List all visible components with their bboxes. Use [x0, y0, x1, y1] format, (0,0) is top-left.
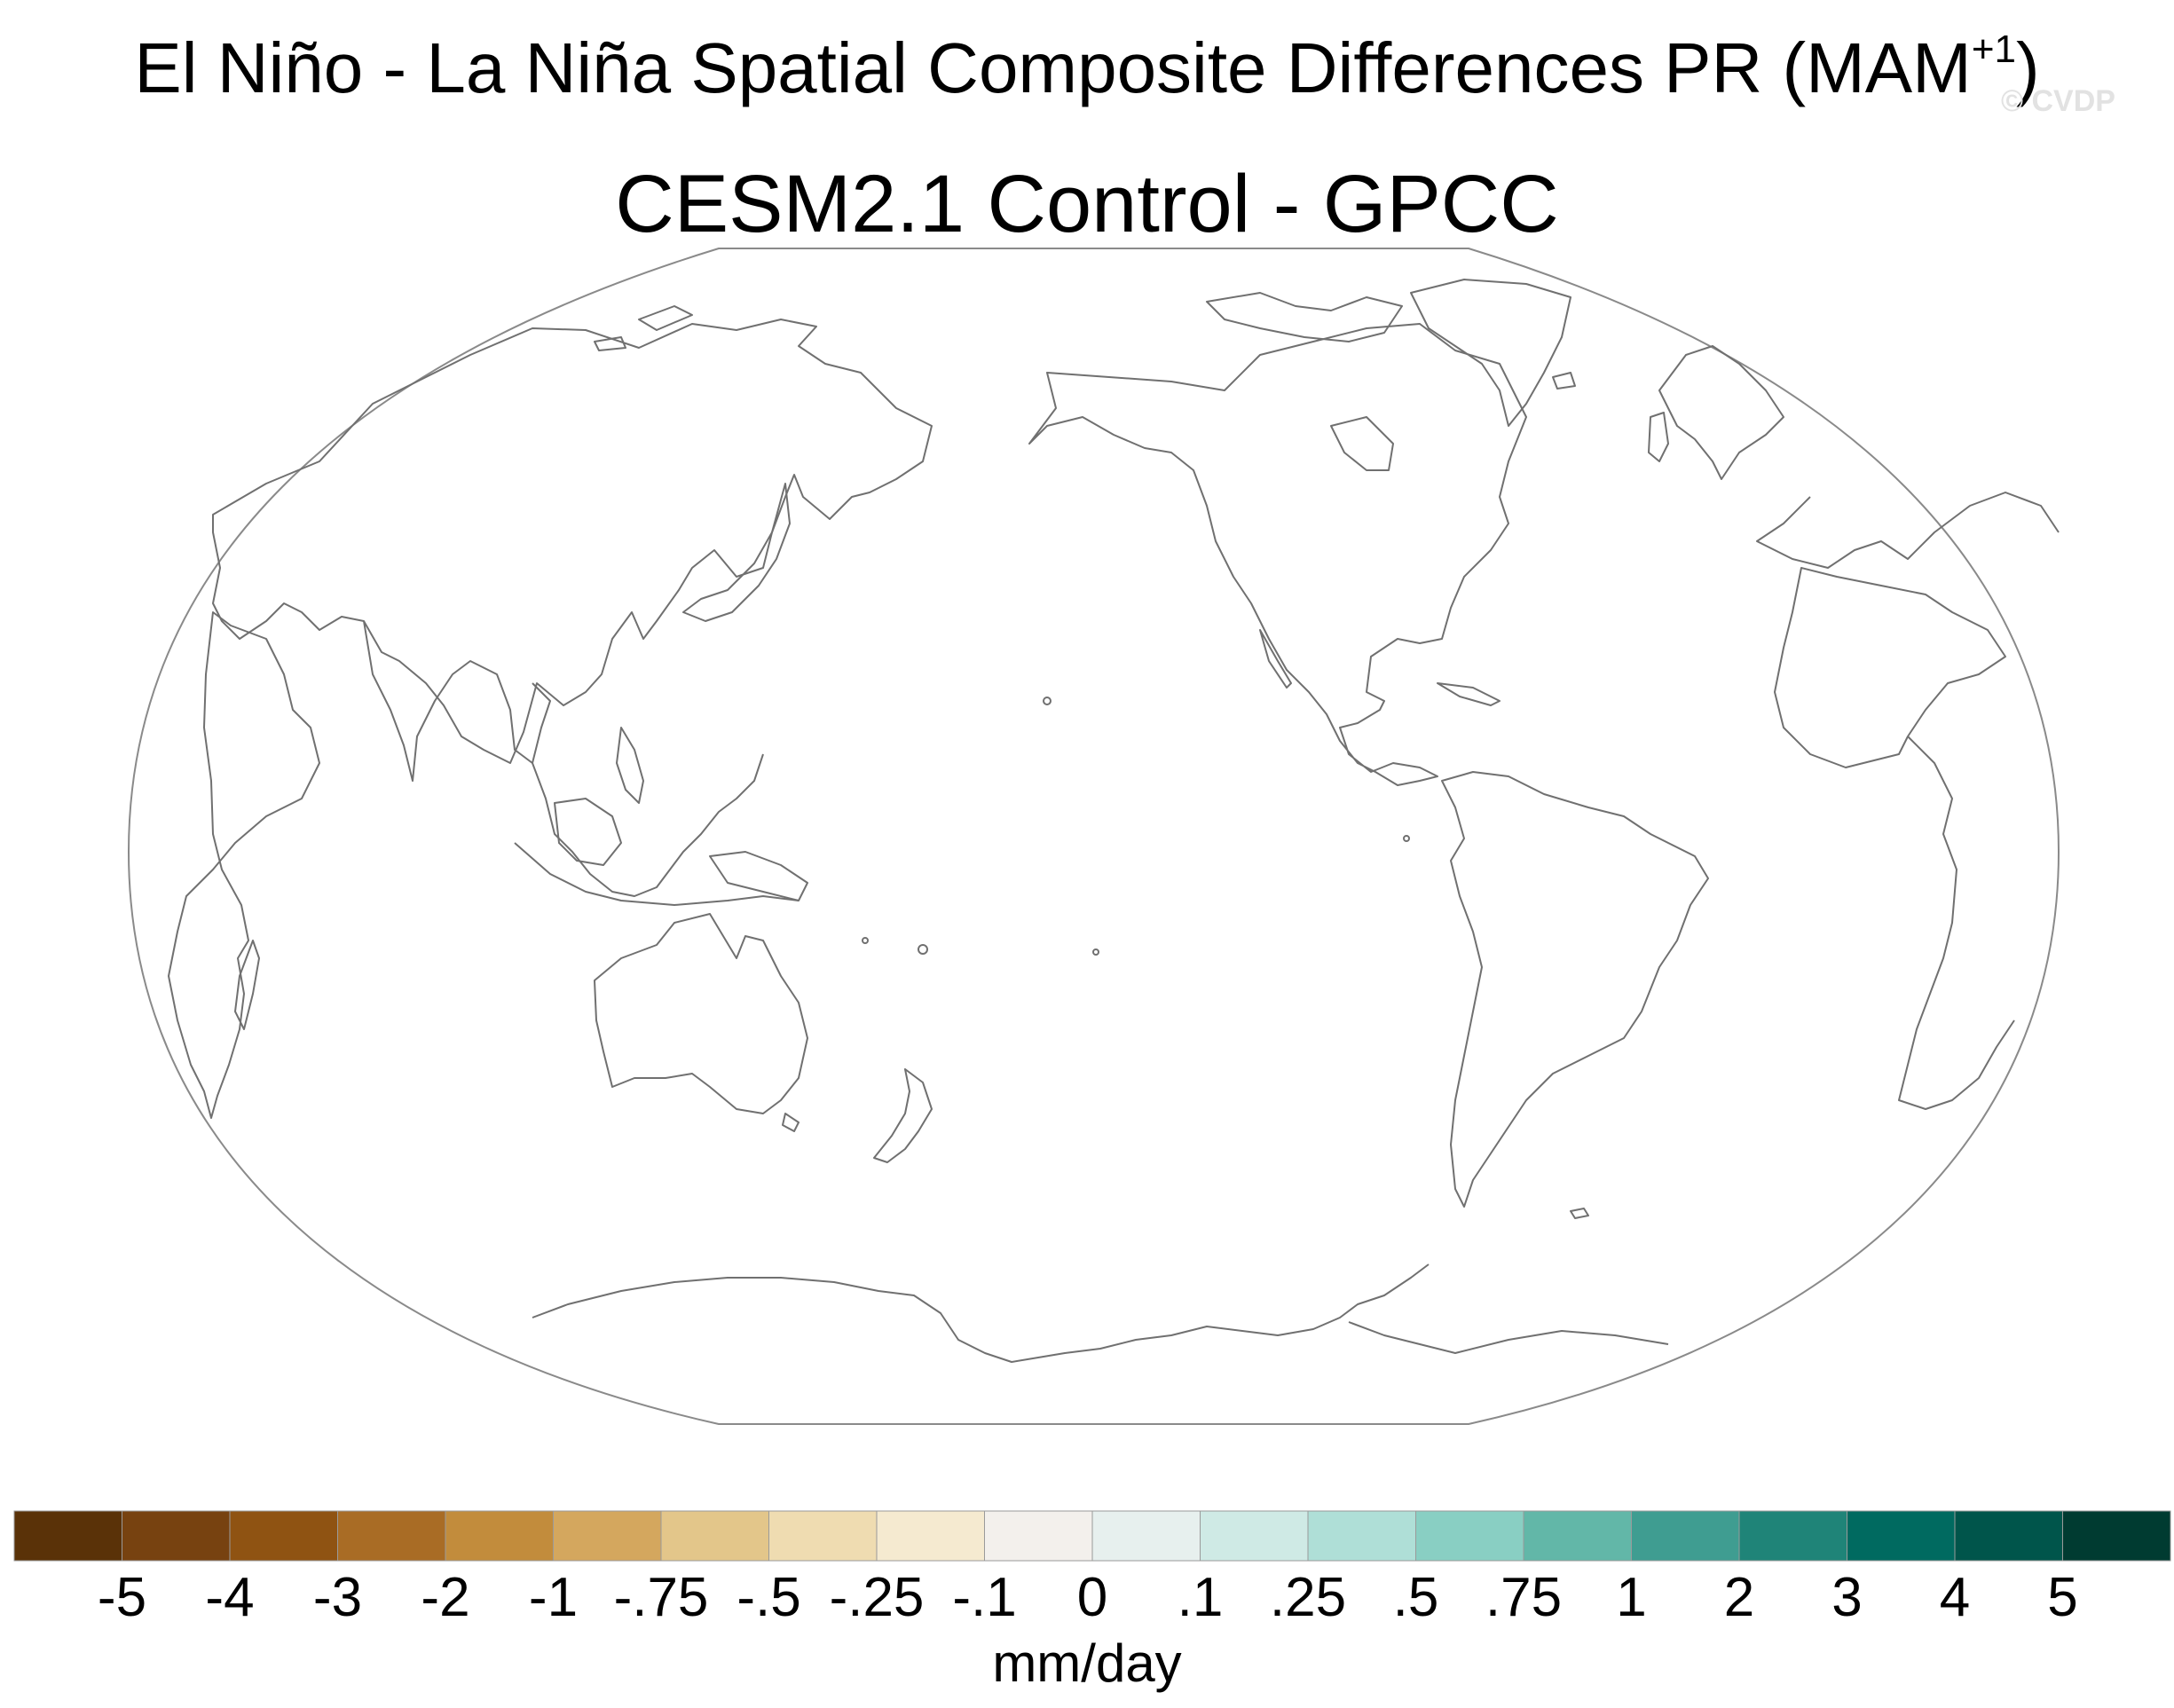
- coastlines: [168, 279, 2060, 1363]
- colorbar-tick-label: 2: [1723, 1567, 1755, 1628]
- island-galapagos: [1403, 835, 1410, 842]
- coast-tasmania: [782, 1113, 799, 1132]
- colorbar-box-7: [768, 1510, 878, 1562]
- island-pacific-1: [918, 944, 928, 955]
- colorbar-box-2: [229, 1510, 338, 1562]
- coast-new-guinea: [709, 851, 808, 901]
- coast-se-asia: [532, 753, 764, 897]
- colorbar-tick-label: -2: [421, 1567, 470, 1628]
- main-title-text: El Niño - La Niña Spatial Composite Diff…: [134, 28, 1972, 107]
- colorbar-box-10: [1091, 1510, 1201, 1562]
- colorbar-units: mm/day: [992, 1633, 1182, 1693]
- coast-arctic-islands: [1206, 292, 1403, 342]
- colorbar-box-18: [1954, 1510, 2063, 1562]
- colorbar-tick-label: -1: [528, 1567, 579, 1628]
- coast-indonesia-chain: [514, 842, 799, 906]
- island-falklands: [1570, 1208, 1589, 1219]
- coast-eurasia: [212, 319, 933, 764]
- colorbar-box-4: [445, 1510, 554, 1562]
- colorbar-tick-label: 4: [1939, 1567, 1971, 1628]
- colorbar-tick-label: -3: [312, 1567, 363, 1628]
- main-title-superscript: +1: [1971, 28, 2016, 71]
- coast-philippines: [616, 727, 644, 804]
- colorbar-box-0: [13, 1510, 122, 1562]
- island-pacific-3: [1092, 948, 1099, 956]
- colorbar-tick-label: 1: [1616, 1567, 1647, 1628]
- coast-europe: [1756, 492, 2060, 569]
- colorbar-tick-label: .75: [1485, 1567, 1563, 1628]
- main-title: El Niño - La Niña Spatial Composite Diff…: [0, 20, 2174, 129]
- subtitle: CESM2.1 Control - GPCC: [615, 159, 1559, 249]
- colorbar-box-14: [1523, 1510, 1632, 1562]
- colorbar-box-12: [1307, 1510, 1416, 1562]
- coast-south-america: [1441, 771, 1709, 1208]
- colorbar-tick-label: 3: [1831, 1567, 1863, 1628]
- coast-greenland: [1410, 279, 1571, 427]
- island-arctic-1: [638, 305, 693, 331]
- colorbar-box-13: [1415, 1510, 1524, 1562]
- coast-madagascar: [234, 940, 260, 1030]
- colorbar-box-5: [553, 1510, 662, 1562]
- coast-india: [363, 620, 551, 782]
- colorbar-tick-label: -.75: [613, 1567, 709, 1628]
- colorbar-box-9: [984, 1510, 1093, 1562]
- coast-hudson-bay: [1330, 416, 1394, 471]
- colorbar-box-6: [660, 1510, 769, 1562]
- colorbar-box-11: [1200, 1510, 1309, 1562]
- island-svalbard: [1552, 372, 1576, 390]
- colorbar-box-3: [337, 1510, 446, 1562]
- coast-antarctica-east: [1348, 1321, 1669, 1354]
- coast-scandinavia: [1658, 345, 1784, 480]
- island-hawaii: [1043, 697, 1052, 705]
- coast-africa: [168, 611, 320, 1119]
- colorbar-tick-label: -5: [97, 1567, 147, 1628]
- coast-north-america: [1028, 323, 1527, 786]
- coast-japan: [682, 483, 791, 622]
- colorbar-tick-label: .5: [1392, 1567, 1439, 1628]
- coast-new-zealand: [873, 1068, 933, 1163]
- colorbar-tick-label: .1: [1177, 1567, 1224, 1628]
- coast-australia: [594, 913, 808, 1114]
- coast-antarctica-west: [532, 1263, 1430, 1363]
- colorbar-box-16: [1738, 1510, 1847, 1562]
- colorbar-box-19: [2062, 1510, 2171, 1562]
- colorbar-tick-label: 0: [1076, 1567, 1108, 1628]
- colorbar-tick-label: -.25: [829, 1567, 925, 1628]
- colorbar-tick-label: -.1: [952, 1567, 1017, 1628]
- colorbar-box-15: [1631, 1510, 1740, 1562]
- watermark: © CVDP: [2001, 84, 2115, 118]
- coast-borneo: [554, 798, 622, 866]
- island-arctic-2: [594, 336, 626, 351]
- colorbar-tick-label: -.5: [736, 1567, 801, 1628]
- coast-africa-east: [1774, 567, 2006, 768]
- colorbar-box-1: [122, 1510, 231, 1562]
- colorbar-box-17: [1847, 1510, 1956, 1562]
- coast-baja: [1259, 629, 1292, 689]
- map-outline: [127, 248, 2060, 1425]
- coast-britain: [1648, 412, 1669, 462]
- colorbar-tick-label: -4: [205, 1567, 255, 1628]
- colorbar-tick-label: 5: [2047, 1567, 2078, 1628]
- island-pacific-2: [862, 937, 869, 944]
- coast-africa-south: [1898, 736, 2015, 1110]
- main-title-close: ): [2015, 28, 2040, 107]
- coast-cuba: [1437, 682, 1501, 706]
- colorbar-box-8: [876, 1510, 985, 1562]
- colorbar-tick-label: .25: [1269, 1567, 1347, 1628]
